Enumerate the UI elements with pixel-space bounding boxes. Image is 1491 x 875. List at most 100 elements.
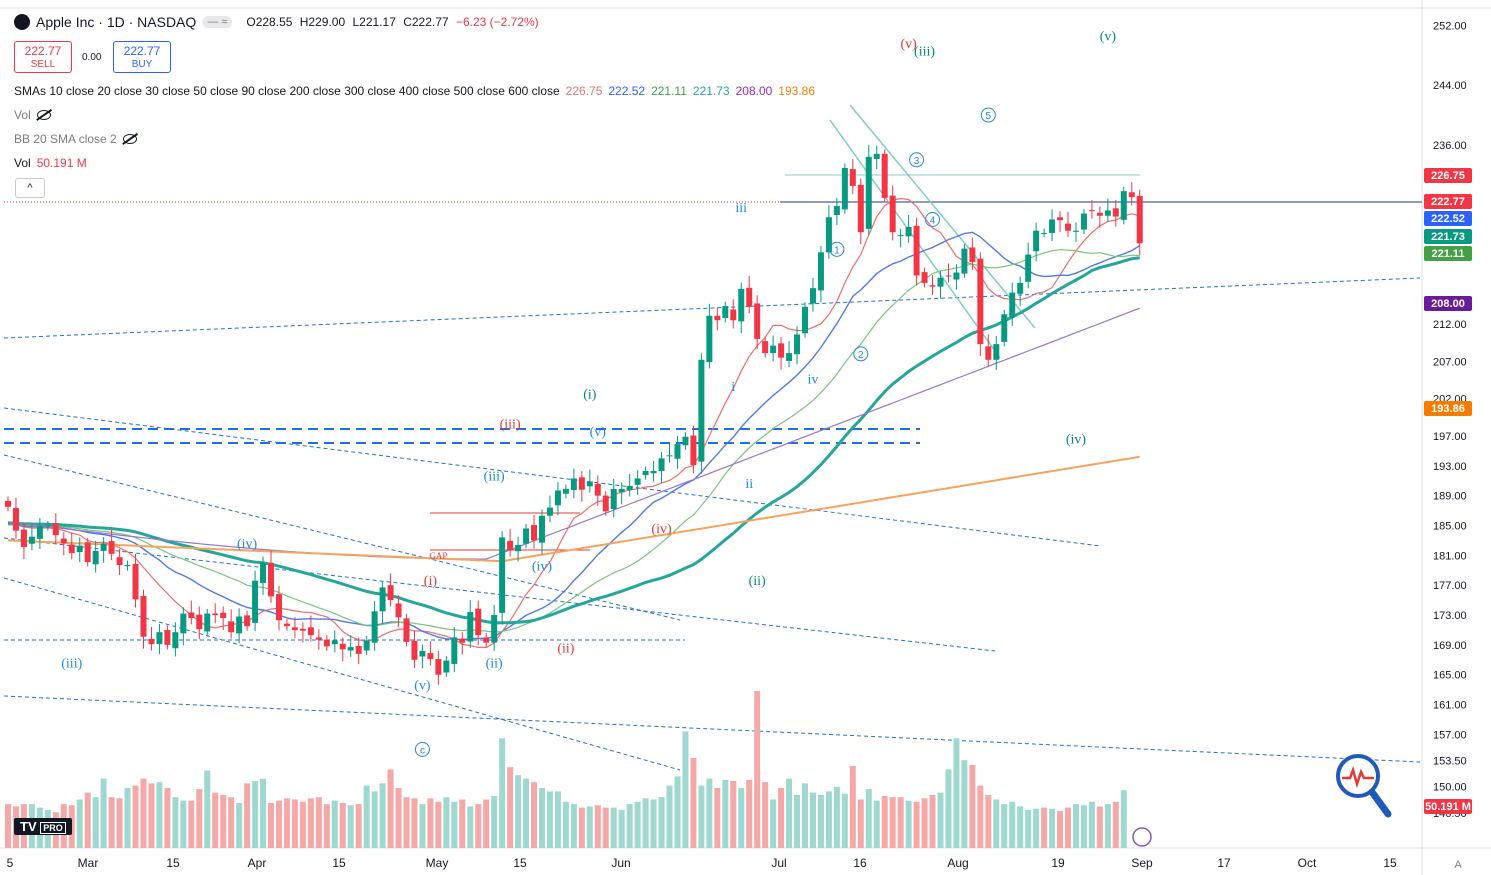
- volume-bar: [379, 783, 386, 848]
- price-axis-label: 221.11: [1424, 246, 1472, 261]
- candle-body: [634, 478, 641, 485]
- wave-label: (iv): [651, 522, 672, 537]
- candle-body: [132, 563, 139, 600]
- collapse-legend-button[interactable]: ^: [15, 178, 45, 198]
- magnifier-icon[interactable]: [1334, 752, 1394, 822]
- candle-body: [762, 341, 769, 354]
- sell-button[interactable]: 222.77 SELL: [14, 41, 72, 73]
- volume-bar: [722, 779, 729, 848]
- x-tick-label: 15: [513, 856, 527, 870]
- volume-bar: [116, 798, 123, 848]
- hidden-eye-icon[interactable]: [122, 134, 137, 144]
- volume-bar: [602, 807, 609, 848]
- candle-body: [435, 659, 442, 675]
- volume-bar: [969, 764, 976, 848]
- symbol-title[interactable]: Apple Inc · 1D · NASDAQ: [36, 14, 197, 30]
- volume-legend[interactable]: Vol 50.191 M: [14, 156, 87, 170]
- volume-bar: [570, 804, 577, 848]
- candle-body: [1025, 254, 1032, 282]
- volume-bar: [339, 802, 346, 848]
- volume-bar: [690, 757, 697, 848]
- candle-body: [283, 623, 290, 627]
- candle-body: [20, 529, 27, 548]
- volume-bar: [275, 800, 282, 848]
- volume-bar: [5, 804, 11, 848]
- volume-bar: [331, 800, 338, 848]
- candle-body: [124, 565, 131, 567]
- candle-body: [164, 629, 171, 645]
- volume-bar: [618, 809, 625, 848]
- x-tick-label: 15: [1383, 856, 1397, 870]
- wave-label: (ii): [557, 641, 574, 656]
- candle-body: [268, 562, 275, 597]
- x-tick-label: Apr: [248, 856, 267, 870]
- sma-value: 193.86: [778, 84, 815, 98]
- candle-body: [68, 544, 75, 554]
- sma-label: SMAs 10 close 20 close 30 close 50 close…: [14, 84, 560, 98]
- volume-bar: [467, 806, 474, 848]
- x-tick-label: Mar: [78, 856, 99, 870]
- sma-legend[interactable]: SMAs 10 close 20 close 30 close 50 close…: [14, 84, 815, 98]
- candle-body: [1065, 223, 1072, 231]
- volume-bar: [841, 793, 848, 848]
- candle-body: [172, 632, 179, 649]
- volume-bar: [682, 731, 689, 848]
- y-tick-label: 177.00: [1433, 580, 1467, 592]
- volume-bar: [252, 781, 259, 848]
- volume-bar: [897, 797, 904, 848]
- candle-body: [650, 471, 657, 474]
- volume-bar: [1041, 807, 1048, 848]
- svg-text:222.52: 222.52: [1431, 213, 1465, 225]
- candle-body: [228, 621, 235, 633]
- volume-bar: [642, 798, 649, 848]
- y-tick-label: 189.00: [1433, 491, 1467, 503]
- vol-legend[interactable]: Vol: [14, 108, 51, 122]
- y-tick-label: 244.00: [1433, 80, 1467, 92]
- y-tick-label: 169.00: [1433, 640, 1467, 652]
- wave-label: (iii): [61, 656, 82, 671]
- buy-button[interactable]: 222.77 BUY: [113, 41, 171, 73]
- price-axis-label: 208.00: [1424, 296, 1472, 311]
- x-tick-label: 16: [853, 856, 867, 870]
- y-tick-label: 173.00: [1433, 610, 1467, 622]
- svg-text:221.11: 221.11: [1431, 248, 1464, 260]
- candle-body: [642, 471, 649, 476]
- candle-body: [156, 632, 163, 645]
- candle-body: [897, 235, 904, 237]
- candle-body: [331, 640, 338, 645]
- wave-circle-label: c: [414, 741, 430, 757]
- candle-body: [1128, 192, 1135, 198]
- candle-body: [913, 225, 920, 276]
- trend-line: [3, 454, 681, 621]
- candle-body: [849, 169, 856, 186]
- volume-bar: [778, 787, 785, 848]
- candle-body: [586, 481, 593, 487]
- x-tick-label: 17: [1217, 856, 1231, 870]
- volume-bar: [794, 794, 801, 848]
- price-axis-label: 222.77: [1424, 194, 1472, 209]
- sma-30-line: [7, 249, 1140, 633]
- volume-bar: [443, 797, 450, 848]
- candle-body: [100, 543, 107, 551]
- candle-body: [570, 478, 577, 491]
- volume-bar: [802, 783, 808, 848]
- hidden-eye-icon[interactable]: [36, 110, 51, 120]
- svg-text:226.75: 226.75: [1431, 170, 1465, 182]
- candle-body: [491, 615, 498, 643]
- candle-body: [865, 156, 872, 229]
- candle-body: [1001, 314, 1008, 342]
- volume-bar: [578, 807, 585, 848]
- candle-body: [531, 525, 538, 541]
- candle-body: [204, 613, 211, 632]
- price-axis-label: 193.86: [1424, 401, 1472, 416]
- candle-body: [443, 660, 450, 673]
- volume-bar: [1033, 808, 1040, 848]
- candle-body: [148, 638, 155, 645]
- trend-line: [3, 407, 1101, 547]
- add-indicator-icon: [1132, 827, 1152, 847]
- volume-bar: [283, 798, 290, 848]
- market-status-badge[interactable]: — ≈: [202, 16, 233, 28]
- bb-legend[interactable]: BB 20 SMA close 2: [14, 132, 137, 146]
- volume-bar: [531, 782, 538, 848]
